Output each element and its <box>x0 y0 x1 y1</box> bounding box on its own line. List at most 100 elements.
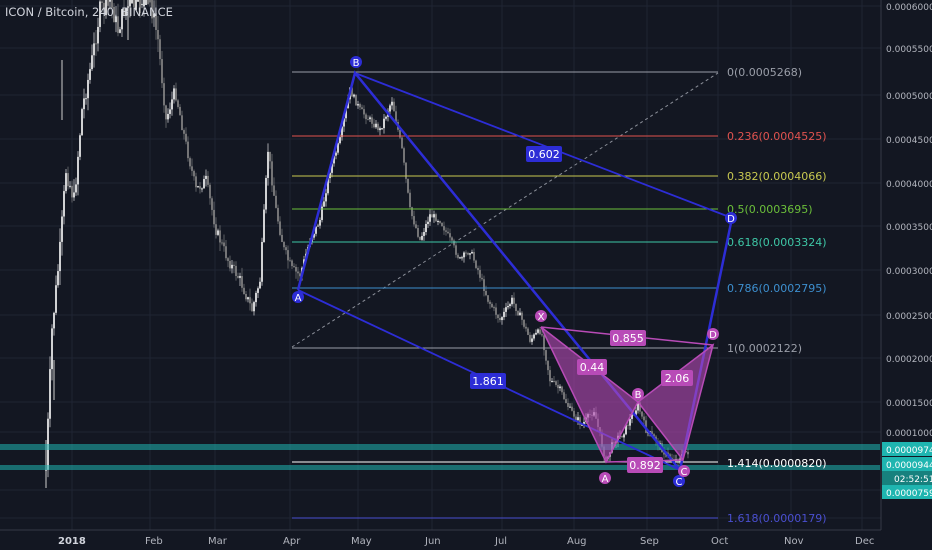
candle-body <box>271 161 273 186</box>
candle-body <box>431 214 433 218</box>
candle-body <box>563 392 565 400</box>
ratio-1861: 1.861 <box>472 375 504 388</box>
candle-body <box>345 108 347 119</box>
candle-body <box>57 271 59 286</box>
candle-body <box>131 0 133 4</box>
candle-body <box>643 416 645 421</box>
candle-body <box>267 151 269 178</box>
candle-body <box>365 114 367 120</box>
candle-body <box>625 424 627 435</box>
candle-body <box>117 16 119 33</box>
ratio-206-box <box>661 370 693 386</box>
candle-body <box>67 173 69 187</box>
candle-body <box>205 175 207 179</box>
ratio-1861-box <box>470 373 506 389</box>
candle-body <box>333 155 335 164</box>
candle-body <box>571 406 573 411</box>
candle-body <box>551 380 553 382</box>
candle-body <box>631 414 633 419</box>
candle-body <box>375 123 377 128</box>
candle-body <box>77 156 79 185</box>
candle-body <box>579 417 581 425</box>
candle-body <box>203 178 205 189</box>
candle-body <box>159 39 161 60</box>
candle-body <box>81 109 83 136</box>
time-axis-background <box>0 530 932 550</box>
candle-body <box>511 297 513 305</box>
candle-body <box>369 117 371 120</box>
bat-point-c: C <box>681 467 688 478</box>
candle-body <box>561 386 563 393</box>
time-axis[interactable]: 2018 Feb Mar Apr May Jun Jul Aug Sep Oct… <box>0 529 932 550</box>
ratio-044: 0.44 <box>580 361 605 374</box>
candle-body <box>521 312 523 320</box>
candle-body <box>535 332 537 335</box>
candle-body <box>407 178 409 193</box>
candle-body <box>139 0 141 14</box>
candle-body <box>115 16 117 23</box>
candle-body <box>577 417 579 421</box>
time-label: Apr <box>283 536 301 547</box>
candle-body <box>87 79 89 99</box>
candle-body <box>523 319 525 327</box>
candle-body <box>277 207 279 222</box>
price-tick: 0.0005500 <box>886 45 932 55</box>
candle-body <box>581 424 583 426</box>
fib-label-0382: 0.382(0.0004066) <box>727 170 827 183</box>
price-axis[interactable]: 0.0006000 0.0005500 0.0005000 0.0004500 … <box>880 0 932 550</box>
candle-body <box>161 59 163 84</box>
candle-body <box>441 222 443 227</box>
price-label-0000759: 0.0000759 <box>886 489 932 499</box>
candle-body <box>317 225 319 227</box>
abcd-point-d: D <box>727 214 735 225</box>
candle-body <box>367 119 369 121</box>
candle-body <box>385 116 387 119</box>
price-tick: 0.0002500 <box>886 312 932 322</box>
bat-pattern[interactable]: X A B C D 0.855 0.44 2.06 0.892 <box>535 310 719 485</box>
candle-body <box>507 305 509 308</box>
candle-body <box>315 226 317 234</box>
candle-body <box>539 329 541 335</box>
candle-body <box>459 257 461 259</box>
symbol-title[interactable]: ICON / Bitcoin, 240, BINANCE <box>5 5 173 19</box>
abcd-point-b: B <box>353 58 360 69</box>
candle-body <box>663 452 665 455</box>
candle-body <box>93 43 95 56</box>
candle-body <box>125 8 127 16</box>
fib-label-0236: 0.236(0.0004525) <box>727 130 827 143</box>
candle-body <box>299 273 301 277</box>
candle-body <box>163 83 165 106</box>
candle-body <box>413 216 415 225</box>
candle-body <box>653 434 655 437</box>
candle-body <box>499 318 501 321</box>
candle-body <box>219 230 221 243</box>
candle-body <box>537 329 539 333</box>
abcd-bd-line <box>354 72 733 219</box>
candle-body <box>351 87 353 97</box>
price-tick: 0.0006000 <box>886 3 932 13</box>
time-label: 2018 <box>58 536 86 547</box>
candle-body <box>545 350 547 361</box>
candle-body <box>275 195 277 208</box>
candle-body <box>185 133 187 142</box>
candle-body <box>49 369 51 419</box>
candle-body <box>225 246 227 259</box>
candle-body <box>325 193 327 202</box>
candle-body <box>353 94 355 97</box>
candle-body <box>463 252 465 258</box>
candle-body <box>437 221 439 223</box>
candle-body <box>71 185 73 198</box>
candle-body <box>105 0 107 16</box>
candle-body <box>457 254 459 258</box>
candle-body <box>279 221 281 235</box>
candle-body <box>547 360 549 371</box>
candle-body <box>417 228 419 237</box>
candle-body <box>401 137 403 149</box>
time-label: Jun <box>424 536 441 547</box>
fib-retracement[interactable]: 0(0.0005268) 0.236(0.0004525) 0.382(0.00… <box>291 66 827 525</box>
candle-body <box>399 129 401 138</box>
candle-body <box>427 221 429 224</box>
candle-body <box>489 301 491 304</box>
price-label-0000974: 0.0000974 <box>886 446 932 456</box>
